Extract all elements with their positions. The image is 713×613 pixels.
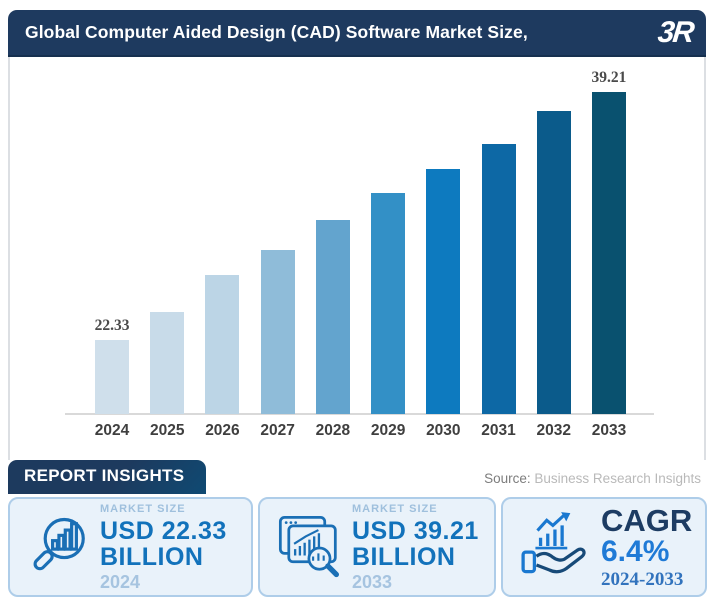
source-value: Business Research Insights: [534, 471, 701, 486]
page-title: Global Computer Aided Design (CAD) Softw…: [25, 22, 528, 42]
x-axis-label: 2027: [260, 422, 295, 439]
cagr-card: CAGR 6.4% 2024-2033: [501, 497, 707, 597]
bar-2027: 2027: [260, 57, 295, 439]
bar-2025: 2025: [150, 57, 185, 439]
market-size-kicker: MARKET SIZE: [100, 502, 186, 515]
bar-2029: 2029: [371, 57, 406, 439]
x-axis-label: 2026: [205, 422, 240, 439]
bar-2028: 2028: [315, 57, 350, 439]
bar-rect: [481, 144, 516, 414]
market-size-2024-unit: BILLION: [100, 542, 204, 571]
market-size-2033-card: MARKET SIZE USD 39.21 BILLION 2033: [258, 497, 496, 597]
market-size-2024-card: MARKET SIZE USD 22.33 BILLION 2024: [8, 497, 253, 597]
x-axis-line: [65, 413, 654, 415]
market-size-kicker: MARKET SIZE: [352, 502, 438, 515]
cagr-value: 6.4%: [601, 534, 670, 568]
bar-rect: [591, 92, 626, 414]
header-bar: Global Computer Aided Design (CAD) Softw…: [8, 10, 706, 57]
bar-value-label: 39.21: [591, 69, 627, 86]
bar-2031: 2031: [481, 57, 516, 439]
x-axis-label: 2029: [370, 422, 406, 439]
x-axis-label: 2030: [426, 422, 461, 439]
bar-rect: [95, 340, 129, 414]
bar-value-label: 22.33: [94, 317, 130, 334]
bar-2032: 2032: [536, 57, 571, 439]
bar-rect: [536, 111, 571, 414]
bar-rect: [426, 169, 461, 414]
bar-2033: 39.21 2033: [591, 57, 627, 439]
market-size-2024-year: 2024: [100, 571, 141, 592]
x-axis-label: 2025: [149, 422, 185, 439]
plot-area: 22.33 2024 2025 2026 2027 2028 2029 2030 2031 203…: [65, 57, 654, 439]
bar-rect: [260, 250, 295, 414]
bars-row: 22.33 2024 2025 2026 2027 2028 2029 2030 2031 203…: [94, 57, 627, 439]
x-axis-label: 2031: [481, 422, 516, 439]
market-size-2024-text: MARKET SIZE USD 22.33 BILLION 2024: [100, 502, 227, 592]
market-size-2033-unit: BILLION: [352, 542, 456, 571]
market-size-2033-text: MARKET SIZE USD 39.21 BILLION 2033: [352, 502, 479, 592]
magnifier-bar-chart-icon: [33, 517, 85, 571]
logo-3r-icon: 3R: [655, 15, 694, 49]
hand-growth-chart-icon: [521, 512, 586, 574]
cagr-text: CAGR 6.4% 2024-2033: [601, 505, 692, 590]
bar-2030: 2030: [426, 57, 461, 439]
x-axis-label: 2028: [315, 422, 351, 439]
bar-2024: 22.33 2024: [94, 57, 130, 439]
bar-rect: [371, 193, 406, 414]
cagr-label: CAGR: [601, 502, 693, 538]
source-attribution: Source: Business Research Insights: [484, 471, 701, 486]
insight-cards-row: MARKET SIZE USD 22.33 BILLION 2024: [8, 497, 707, 597]
report-insights-label: REPORT INSIGHTS: [24, 466, 185, 485]
bar-rect: [315, 220, 350, 414]
bar-2026: 2026: [205, 57, 240, 439]
x-axis-label: 2024: [94, 422, 130, 439]
market-size-2024-value: USD 22.33: [100, 516, 227, 545]
report-insights-badge: REPORT INSIGHTS: [8, 460, 207, 494]
window-chart-magnifier-icon: [278, 516, 340, 578]
bar-rect: [205, 275, 240, 414]
cagr-period: 2024-2033: [601, 569, 684, 591]
market-size-2033-value: USD 39.21: [352, 516, 479, 545]
market-size-2033-year: 2033: [352, 571, 393, 592]
x-axis-label: 2033: [591, 422, 627, 439]
x-axis-label: 2032: [536, 422, 571, 439]
bar-rect: [150, 312, 185, 414]
bar-chart: 22.33 2024 2025 2026 2027 2028 2029 2030 2031 203…: [8, 57, 706, 460]
source-label: Source:: [484, 471, 531, 486]
business-research-insights-logo: 3R: [655, 15, 694, 49]
